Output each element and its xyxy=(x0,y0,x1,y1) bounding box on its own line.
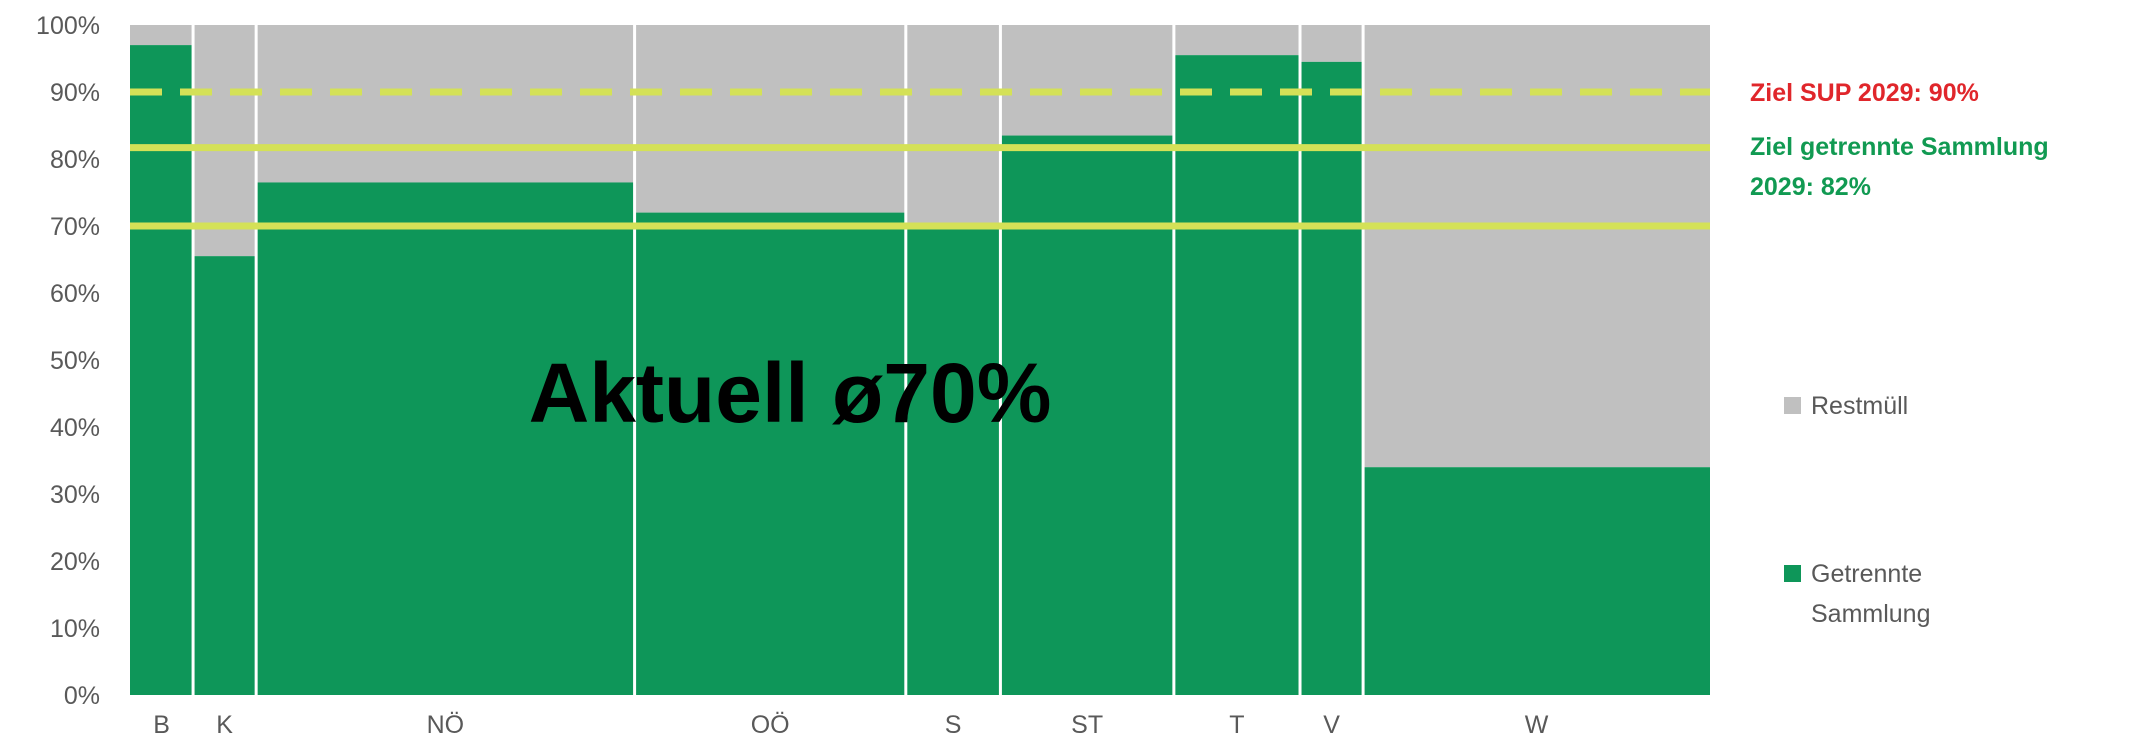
y-tick-label: 60% xyxy=(50,280,100,308)
bar-restmuell-3 xyxy=(634,25,906,213)
bar-restmuell-7 xyxy=(1300,25,1364,62)
target-label-sammlung-line: 2029: 82% xyxy=(1750,173,1871,201)
y-tick-label: 90% xyxy=(50,79,100,107)
reference-lines xyxy=(130,88,1710,230)
target-labels: Ziel SUP 2029: 90% Ziel getrennte Sammlun… xyxy=(1750,79,2049,201)
target-label-sammlung-line: Ziel getrennte Sammlung xyxy=(1750,133,2049,161)
bar-getrennt-8 xyxy=(1363,467,1710,695)
bar-getrennt-7 xyxy=(1300,61,1364,696)
bar-getrennt-2 xyxy=(256,182,635,695)
x-tick-label: V xyxy=(1323,711,1340,739)
y-tick-label: 50% xyxy=(50,347,100,375)
bar-getrennt-6 xyxy=(1173,55,1301,695)
y-tick-label: 10% xyxy=(50,615,100,643)
legend: Restmüll Getrennte Sammlung xyxy=(1784,392,1931,628)
x-tick-label: W xyxy=(1525,711,1549,739)
bar-restmuell-6 xyxy=(1173,25,1301,56)
legend-label: Restmüll xyxy=(1811,392,1908,420)
x-tick-label: B xyxy=(153,711,170,739)
legend-label: Sammlung xyxy=(1811,600,1931,628)
y-tick-label: 20% xyxy=(50,548,100,576)
x-tick-label: OÖ xyxy=(751,711,790,739)
y-tick-label: 30% xyxy=(50,481,100,509)
legend-swatch-1 xyxy=(1784,565,1801,582)
y-tick-label: 100% xyxy=(36,12,100,40)
x-tick-label: S xyxy=(945,711,962,739)
bar-restmuell-2 xyxy=(256,25,635,183)
y-tick-label: 0% xyxy=(64,682,100,710)
bar-restmuell-4 xyxy=(905,25,1001,230)
y-tick-label: 80% xyxy=(50,146,100,174)
legend-swatch-0 xyxy=(1784,397,1801,414)
bar-getrennt-4 xyxy=(905,229,1001,695)
y-tick-label: 70% xyxy=(50,213,100,241)
target-label-sup: Ziel SUP 2029: 90% xyxy=(1750,79,1979,107)
x-tick-label: T xyxy=(1229,711,1244,739)
bar-getrennt-1 xyxy=(193,256,257,695)
bar-restmuell-1 xyxy=(193,25,257,257)
x-axis: B K NÖ OÖ S ST T V W xyxy=(153,711,1549,739)
bar-getrennt-0 xyxy=(130,45,194,696)
legend-label: Getrennte xyxy=(1811,560,1922,588)
bar-restmuell-5 xyxy=(1000,25,1174,136)
x-tick-label: ST xyxy=(1071,711,1103,739)
y-tick-label: 40% xyxy=(50,414,100,442)
x-tick-label: NÖ xyxy=(427,711,465,739)
bar-restmuell-8 xyxy=(1363,25,1710,468)
average-annotation: Aktuell ø70% xyxy=(529,346,1052,440)
y-axis: 0% 10% 20% 30% 40% 50% 60% 70% 80% 90% 100% xyxy=(36,12,100,710)
x-tick-label: K xyxy=(216,711,233,739)
bar-restmuell-0 xyxy=(130,25,194,46)
bar-getrennt-3 xyxy=(634,212,906,695)
